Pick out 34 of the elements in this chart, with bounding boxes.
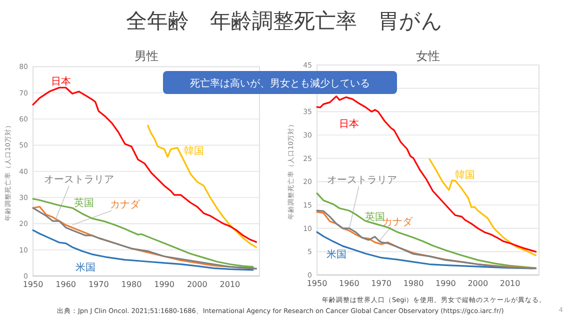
line-series — [428, 158, 537, 256]
text: オーストラリア — [327, 174, 398, 186]
series-label: 米国 — [326, 248, 346, 260]
series-label: 英国 — [364, 211, 385, 224]
x-tick-label: 2000 — [186, 280, 208, 289]
x-tick-label: 1950 — [22, 280, 44, 289]
x-tick-label: 1950 — [306, 279, 328, 288]
x-tick-label: 1980 — [403, 279, 424, 288]
series-label: 日本 — [50, 76, 71, 88]
x-tick-label: 1990 — [154, 280, 174, 289]
x-tick-label: 2010 — [220, 280, 240, 289]
series-label: 英国 — [74, 197, 94, 210]
line-series — [32, 229, 254, 271]
line-series — [316, 231, 534, 270]
series-label: 韓国 — [184, 144, 204, 157]
x-tick-label: 2010 — [500, 279, 520, 288]
line-series — [147, 124, 258, 248]
x-tick-label: 1970 — [88, 280, 109, 289]
text: 全年齢 年齢調整死亡率 胃がん — [126, 9, 443, 33]
x-tick-label: 1970 — [371, 279, 392, 288]
chart-title: 男性 — [134, 49, 158, 63]
series-label: 韓国 — [455, 169, 475, 182]
series-label: 日本 — [339, 118, 360, 130]
x-tick-label: 1980 — [121, 280, 142, 289]
x-tick-label: 1990 — [436, 279, 456, 288]
text: オーストラリア — [44, 174, 114, 186]
annotation: 死亡率は高いが、男女とも減少している — [190, 78, 370, 90]
line-series — [32, 86, 258, 243]
x-tick-label: 1960 — [56, 280, 76, 289]
text: カナダ — [110, 198, 141, 211]
series-label: 米国 — [76, 261, 96, 274]
chart-title: 女性 — [416, 49, 440, 63]
x-tick-label: 2000 — [468, 279, 488, 288]
x-tick-label: 1960 — [338, 279, 360, 288]
